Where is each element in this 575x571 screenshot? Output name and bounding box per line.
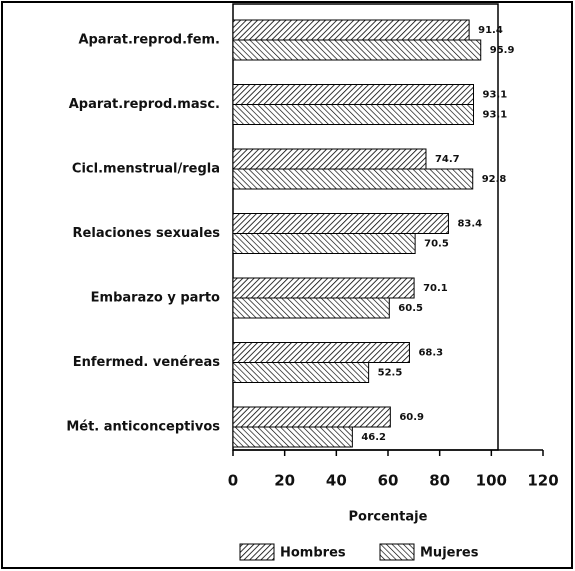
category-label: Cicl.menstrual/regla bbox=[72, 162, 220, 177]
x-tick-label: 0 bbox=[228, 472, 238, 490]
value-label: 52.5 bbox=[378, 368, 403, 379]
bar bbox=[232, 426, 353, 448]
value-label: 60.5 bbox=[398, 303, 423, 314]
category-label: Aparat.reprod.masc. bbox=[69, 97, 220, 112]
bar bbox=[232, 84, 475, 105]
legend-swatch bbox=[239, 543, 275, 561]
bar bbox=[232, 277, 415, 299]
bar bbox=[232, 168, 474, 190]
legend-label: Mujeres bbox=[420, 546, 479, 561]
x-tick-label: 60 bbox=[378, 472, 399, 490]
bar bbox=[232, 19, 470, 41]
bar bbox=[232, 297, 390, 319]
x-axis-label: Porcentaje bbox=[349, 510, 428, 525]
value-label: 91.4 bbox=[478, 25, 503, 36]
legend-swatch bbox=[379, 543, 415, 561]
bar bbox=[232, 148, 427, 170]
category-label: Relaciones sexuales bbox=[73, 226, 221, 241]
x-tick-label: 120 bbox=[527, 472, 558, 490]
category-label: Aparat.reprod.fem. bbox=[78, 33, 220, 48]
value-label: 95.9 bbox=[490, 45, 515, 56]
value-label: 46.2 bbox=[361, 432, 386, 443]
x-tick-label: 100 bbox=[476, 472, 507, 490]
value-label: 70.1 bbox=[423, 283, 448, 294]
value-label: 70.5 bbox=[424, 239, 449, 250]
value-label: 93.1 bbox=[483, 90, 508, 101]
category-label: Embarazo y parto bbox=[91, 291, 220, 306]
x-tick-label: 20 bbox=[274, 472, 295, 490]
bar bbox=[232, 406, 391, 428]
value-label: 92.8 bbox=[482, 174, 507, 185]
value-label: 93.1 bbox=[483, 110, 508, 121]
legend-label: Hombres bbox=[280, 546, 346, 561]
bar bbox=[232, 213, 449, 234]
bar bbox=[232, 342, 410, 363]
x-tick-label: 80 bbox=[429, 472, 450, 490]
value-label: 74.7 bbox=[435, 154, 460, 165]
category-label: Mét. anticonceptivos bbox=[66, 420, 220, 435]
bar bbox=[232, 233, 416, 254]
value-label: 68.3 bbox=[418, 348, 443, 359]
bar bbox=[232, 104, 475, 125]
value-label: 83.4 bbox=[457, 219, 482, 230]
x-tick-label: 40 bbox=[326, 472, 347, 490]
bar bbox=[232, 362, 370, 383]
value-label: 60.9 bbox=[399, 412, 424, 423]
bar bbox=[232, 39, 482, 61]
category-label: Enfermed. venéreas bbox=[73, 355, 221, 370]
